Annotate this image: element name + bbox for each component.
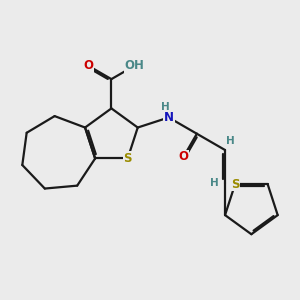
Text: O: O bbox=[83, 59, 93, 72]
Text: H: H bbox=[210, 178, 219, 188]
Text: S: S bbox=[123, 152, 132, 165]
Text: S: S bbox=[231, 178, 239, 191]
Text: N: N bbox=[164, 111, 174, 124]
Text: O: O bbox=[178, 150, 188, 164]
Text: H: H bbox=[226, 136, 235, 146]
Text: H: H bbox=[161, 102, 170, 112]
Text: OH: OH bbox=[124, 59, 144, 72]
